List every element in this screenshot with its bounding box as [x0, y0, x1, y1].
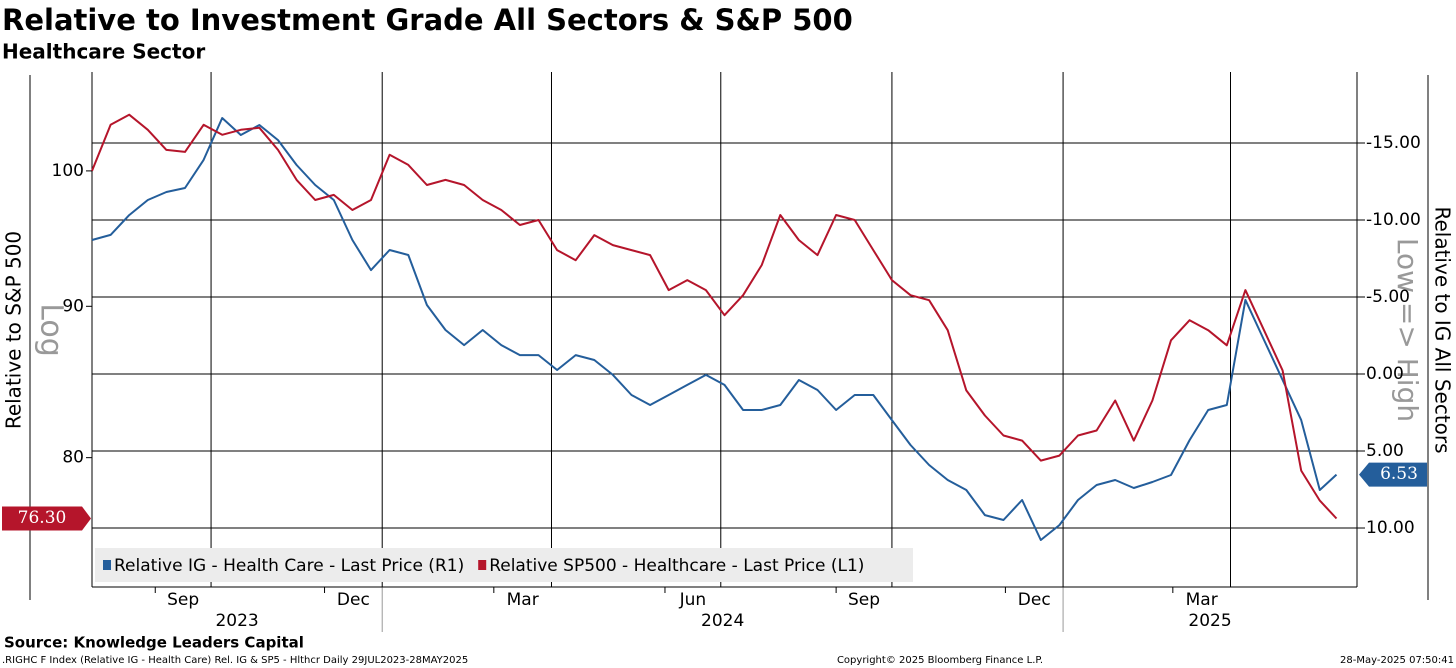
y-tick-label: 90	[62, 296, 84, 316]
last-value-box	[2, 506, 91, 531]
x-tick-label: Dec	[1018, 590, 1051, 610]
x-tick-label: Sep	[167, 590, 199, 610]
y-tick-label: 80	[62, 448, 84, 468]
year-label: 2024	[701, 611, 744, 631]
legend	[95, 548, 913, 582]
legend-swatch	[478, 560, 487, 570]
y2-tick-label: -5.00	[1366, 287, 1410, 307]
source: Source: Knowledge Leaders Capital	[4, 634, 304, 652]
last-value-tag: 76.30	[2, 506, 91, 531]
legend-swatch	[103, 560, 111, 570]
x-tick-label: Jun	[679, 590, 707, 610]
direction-label: Low => High	[1391, 238, 1424, 422]
x-tick-label: Dec	[337, 590, 370, 610]
year-label: 2023	[215, 611, 258, 631]
y2-tick-label: 0.00	[1366, 364, 1404, 384]
chart-subtitle: Healthcare Sector	[2, 40, 205, 64]
footer-center: Copyright© 2025 Bloomberg Finance L.P.	[837, 655, 1043, 666]
series-line	[91, 117, 1338, 541]
y-axis-label: Relative to S&P 500	[2, 231, 26, 429]
y-tick-label: 100	[52, 161, 84, 181]
x-tick-label: Sep	[848, 590, 880, 610]
year-label: 2025	[1188, 611, 1231, 631]
last-value-label: 6.53	[1380, 464, 1418, 484]
last-value-box	[1359, 462, 1427, 487]
legend-label: Relative IG - Health Care - Last Price (…	[114, 556, 464, 576]
last-value-tag: 6.53	[1359, 462, 1427, 487]
y2-tick-label: 5.00	[1366, 441, 1404, 461]
footer-left: .RIGHC F Index (Relative IG - Health Car…	[2, 655, 468, 666]
x-tick-label: Mar	[1186, 590, 1218, 610]
y2-axis-label: Relative to IG All Sectors	[1431, 206, 1455, 453]
chart-title: Relative to Investment Grade All Sectors…	[2, 3, 853, 37]
last-value-label: 76.30	[18, 508, 67, 528]
y2-tick-label: -15.00	[1366, 133, 1421, 153]
x-tick-label: Mar	[507, 590, 539, 610]
log-label: Log	[34, 303, 69, 357]
y2-tick-label: -10.00	[1366, 210, 1421, 230]
footer-right: 28-May-2025 07:50:41	[1340, 655, 1454, 666]
legend-label: Relative SP500 - Healthcare - Last Price…	[489, 556, 864, 576]
y2-tick-label: 10.00	[1366, 518, 1415, 538]
series-line	[91, 113, 1338, 520]
